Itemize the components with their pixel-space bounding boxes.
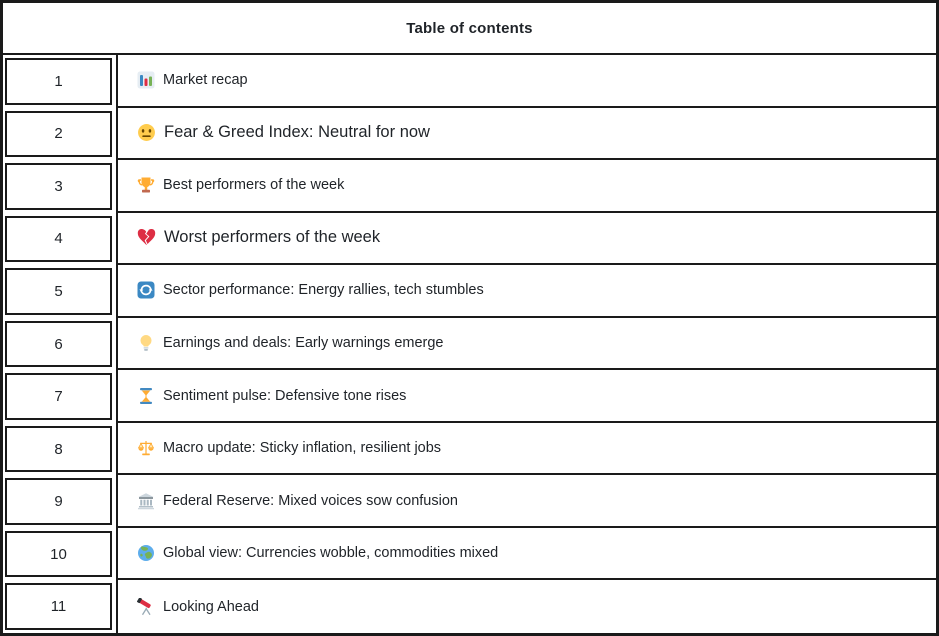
- toc-entry-worst-performers[interactable]: Worst performers of the week: [116, 212, 936, 266]
- globe-asia-icon: [137, 544, 155, 562]
- broken-heart-icon: [137, 228, 156, 247]
- toc-entry-macro-update[interactable]: Macro update: Sticky inflation, resilien…: [116, 422, 936, 476]
- row-number-cell: 9: [3, 475, 116, 528]
- toc-entry-best-performers[interactable]: Best performers of the week: [116, 160, 936, 213]
- row-title: Sentiment pulse: Defensive tone rises: [163, 387, 407, 404]
- bar-chart-icon: [137, 71, 155, 89]
- row-number: 6: [5, 320, 112, 368]
- toc-entry-federal-reserve[interactable]: Federal Reserve: Mixed voices sow confus…: [116, 475, 936, 528]
- toc-row-5: 5 Sector performance: Energy rallies, te…: [3, 265, 936, 318]
- toc-row-1: 1 Market recap: [3, 55, 936, 108]
- row-title: Global view: Currencies wobble, commodit…: [163, 545, 499, 562]
- toc-entry-looking-ahead[interactable]: Looking Ahead: [116, 580, 936, 634]
- row-number: 4: [5, 215, 112, 263]
- row-number: 9: [5, 478, 112, 525]
- row-number-cell: 1: [3, 55, 116, 108]
- row-number-cell: 8: [3, 423, 116, 476]
- light-bulb-icon: [137, 334, 155, 352]
- row-number-cell: 4: [3, 213, 116, 266]
- toc-row-10: 10 Global view: Currencies wobble, commo…: [3, 527, 936, 581]
- row-number-cell: 5: [3, 265, 116, 318]
- page-title: Table of contents: [3, 3, 936, 55]
- row-title: Worst performers of the week: [164, 228, 381, 247]
- row-title: Earnings and deals: Early warnings emerg…: [163, 335, 444, 351]
- row-title: Federal Reserve: Mixed voices sow confus…: [163, 492, 458, 509]
- toc-row-6: 6 Earnings and deals: Early warnings eme…: [3, 317, 936, 371]
- row-number-cell: 3: [3, 160, 116, 213]
- row-number: 11: [5, 583, 112, 631]
- row-number: 1: [5, 58, 112, 105]
- toc-entry-earnings-deals[interactable]: Earnings and deals: Early warnings emerg…: [116, 317, 936, 371]
- toc-row-7: 7 Sentiment pulse: Defensive tone rises: [3, 370, 936, 423]
- row-number: 2: [5, 110, 112, 158]
- toc-row-8: 8 Macro update: Sticky inflation, resili…: [3, 422, 936, 476]
- row-number-cell: 6: [3, 318, 116, 371]
- row-title: Macro update: Sticky inflation, resilien…: [163, 440, 442, 457]
- row-title: Best performers of the week: [163, 177, 345, 194]
- row-title: Market recap: [163, 72, 248, 89]
- toc-row-11: 11 Looking Ahead: [3, 580, 936, 634]
- row-number-cell: 10: [3, 528, 116, 581]
- row-number-cell: 2: [3, 108, 116, 161]
- neutral-face-icon: [137, 123, 156, 142]
- row-title: Fear & Greed Index: Neutral for now: [164, 123, 430, 142]
- row-number: 8: [5, 425, 112, 473]
- balance-scale-icon: [137, 439, 155, 457]
- row-number: 10: [5, 530, 112, 578]
- toc-row-3: 3 Best performers of the week: [3, 160, 936, 213]
- toc-entry-sector-performance[interactable]: Sector performance: Energy rallies, tech…: [116, 265, 936, 318]
- toc-entry-fear-greed[interactable]: Fear & Greed Index: Neutral for now: [116, 107, 936, 161]
- trophy-icon: [137, 176, 155, 194]
- row-number-cell: 7: [3, 370, 116, 423]
- toc-entry-market-recap[interactable]: Market recap: [116, 55, 936, 108]
- classical-building-icon: [137, 492, 155, 510]
- row-number: 7: [5, 373, 112, 420]
- toc-entry-sentiment-pulse[interactable]: Sentiment pulse: Defensive tone rises: [116, 370, 936, 423]
- counterclockwise-arrows-icon: [137, 281, 155, 299]
- toc-entry-global-view[interactable]: Global view: Currencies wobble, commodit…: [116, 527, 936, 581]
- row-number: 3: [5, 163, 112, 210]
- toc-row-2: 2 Fear & Greed Index: Neutral for now: [3, 107, 936, 161]
- toc-row-4: 4 Worst performers of the week: [3, 212, 936, 266]
- row-title: Looking Ahead: [163, 598, 259, 615]
- row-number: 5: [5, 268, 112, 315]
- toc-rows: 1 Market recap 2 Fear & Greed Index: Neu…: [3, 55, 936, 634]
- row-title: Sector performance: Energy rallies, tech…: [163, 282, 484, 299]
- toc-row-9: 9 Federal Reserve: Mixed voices sow conf…: [3, 475, 936, 528]
- telescope-icon: [137, 597, 155, 616]
- hourglass-icon: [137, 387, 155, 405]
- row-number-cell: 11: [3, 580, 116, 633]
